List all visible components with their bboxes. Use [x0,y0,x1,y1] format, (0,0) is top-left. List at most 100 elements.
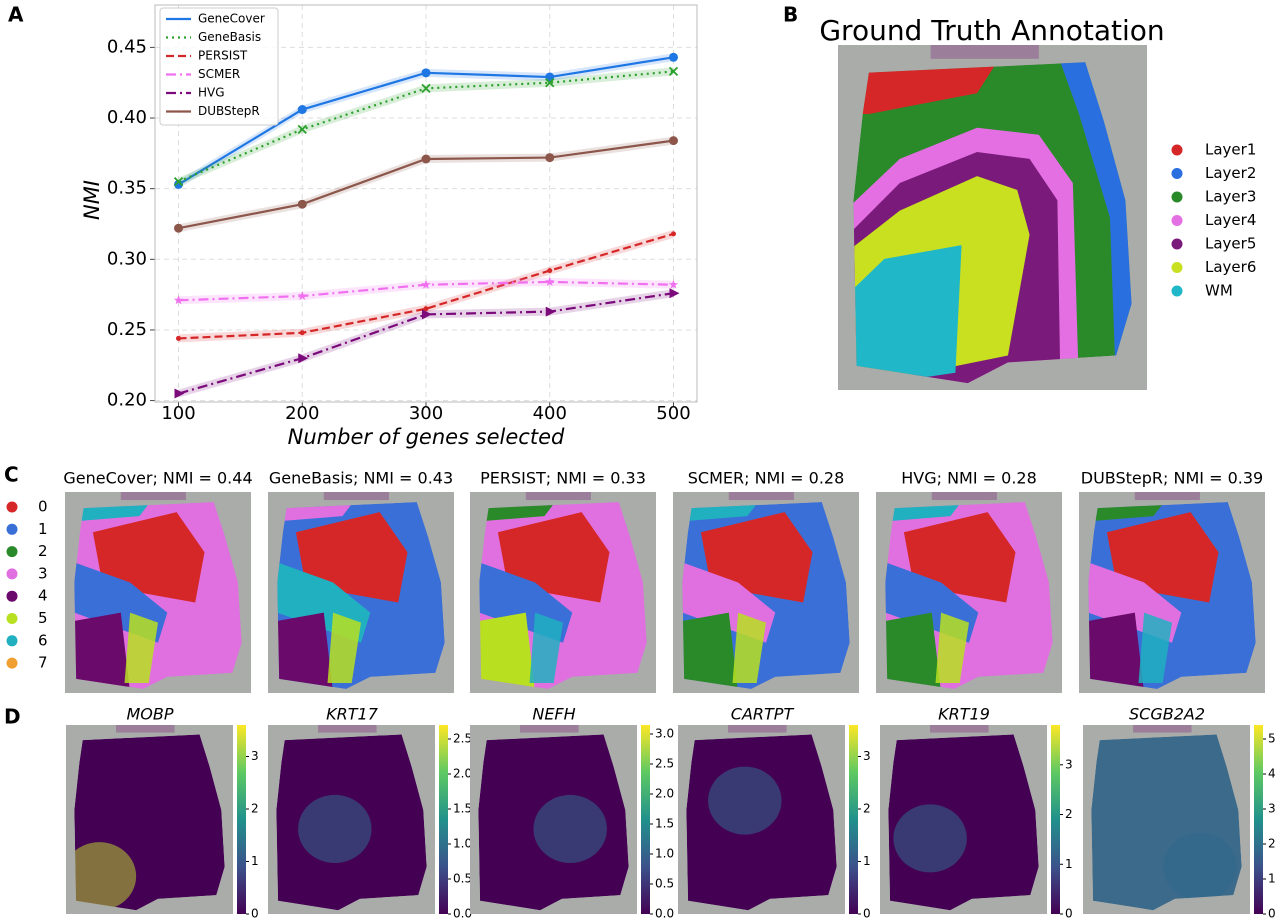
expression-patch [893,804,967,873]
legend-label: Layer3 [1205,188,1256,206]
marker [669,288,680,299]
markers [173,66,679,187]
x-axis-label: Number of genes selected [288,425,565,449]
legend-swatch [6,501,18,513]
marker [173,295,184,305]
panel-label: B [783,3,798,27]
gene-title: KRT17 [326,705,379,724]
marker [174,179,184,189]
gene-title: MOBP [126,705,173,724]
markers [176,231,676,341]
plot-frame [154,4,698,403]
legend-swatch [1171,238,1183,250]
legend-label: PERSIST [198,49,248,63]
marker [298,353,309,364]
legend-label: 7 [38,654,48,672]
region [327,612,361,683]
legend-label: HVG [198,86,225,100]
x-tick-label: 200 [285,403,319,424]
x-tick-label: 500 [656,403,690,424]
subplot-title: GeneCover; NMI = 0.44 [63,469,252,488]
colorbar-tick-label: 5 [1268,732,1276,746]
colorbar-tick-label: 1 [251,854,259,868]
region [682,502,766,523]
region [74,502,158,523]
y-tick-label: 0.30 [107,248,147,269]
y-axis-label: NMI [80,180,104,220]
colorbar-tick-label: 0 [251,907,259,921]
x-tick-label: 100 [161,403,195,424]
colorbar-tick-label: 0.5 [655,877,674,891]
marker [547,268,553,274]
tissue [74,734,225,911]
colorbar-tick-label: 3 [1065,757,1073,771]
region [732,612,766,683]
region [853,245,962,384]
legend-swatch [1171,168,1183,179]
colorbar-tick-label: 4 [1268,767,1276,781]
tissue [276,734,427,911]
region [124,612,158,683]
region [277,502,361,523]
legend-label: WM [1205,282,1233,300]
slide-strip [930,725,989,733]
slide-strip [728,725,787,733]
region [682,612,739,689]
colorbar-tick-label: 1.0 [655,847,674,861]
tissue [479,502,647,689]
colorbar-tick-label: 0 [1065,907,1073,921]
tissue [853,62,1132,384]
colorbar-tick-label: 0 [1268,907,1276,921]
colorbar-tick-label: 0.5 [453,872,472,886]
legend-label: Layer6 [1205,258,1256,276]
legend-label: 3 [38,564,48,582]
series-line [178,292,674,395]
legend-label: DUBStepR [198,104,260,118]
legend-swatch [1171,191,1183,203]
colorbar [1254,725,1263,914]
colorbar-tick-label: 3 [1268,802,1276,816]
legend-label: GeneCover [198,12,265,26]
slide-strip [930,45,1039,59]
tissue [888,734,1039,911]
slide-strip [120,492,186,501]
expression-patch [1163,832,1237,901]
x-tick-label: 300 [409,403,443,424]
colorbar-tick-label: 3.0 [655,727,674,741]
colorbar-tick-label: 2.5 [453,732,472,746]
region [479,612,536,689]
marker [173,176,184,187]
expression-patch [74,842,137,911]
region [529,612,563,683]
region [935,612,969,683]
tissue [1088,502,1256,689]
legend-label: 4 [38,587,48,605]
expression-patch [708,766,782,835]
slide-strip [1133,725,1192,733]
legend-label: 2 [38,542,48,560]
subplot-title: PERSIST; NMI = 0.33 [480,469,646,488]
legend-label: Layer1 [1205,141,1256,159]
colorbar-tick-label: 2 [1065,807,1073,821]
subplot-title: DUBStepR; NMI = 0.39 [1081,469,1263,488]
tissue [277,502,445,689]
region [1138,612,1172,683]
x-tick-label: 400 [533,403,567,424]
legend-swatch [6,523,18,535]
y-tick-label: 0.35 [107,178,147,199]
colorbar [641,725,650,914]
marker [297,291,307,301]
colorbar [439,725,448,914]
legend-swatch [1171,144,1183,156]
colorbar [1051,725,1060,914]
colorbar-tick-label: 2 [863,802,871,816]
legend-label: 6 [38,631,48,649]
marker [668,279,679,289]
tissue [74,502,242,689]
marker [545,306,556,317]
markers [174,288,680,399]
colorbar-tick-label: 0 [863,907,871,921]
marker [545,276,555,286]
colorbar-tick-label: 1.0 [453,837,472,851]
